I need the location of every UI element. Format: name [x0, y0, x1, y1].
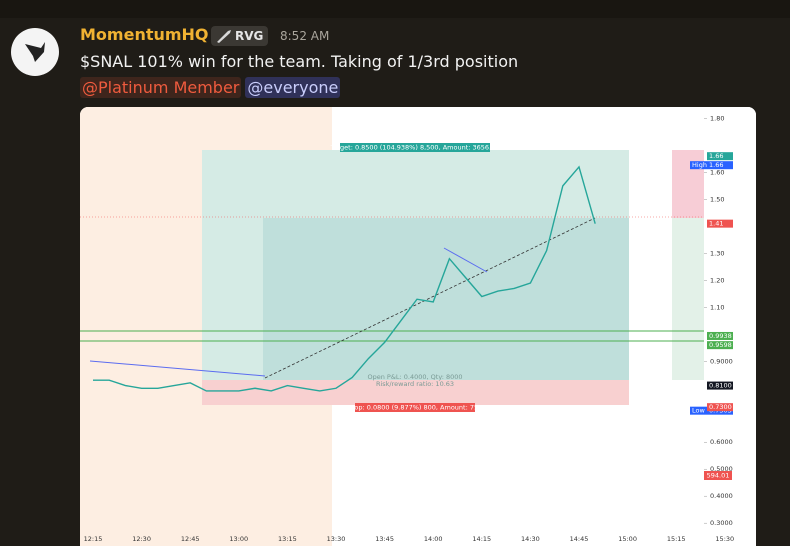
- role-mention[interactable]: @Platinum Member: [80, 77, 242, 98]
- price-tag: High: [692, 161, 707, 169]
- x-tick-label: 13:45: [375, 535, 394, 543]
- price-line: [93, 165, 596, 392]
- target-box: [340, 143, 490, 152]
- x-tick-label: 14:45: [570, 535, 589, 543]
- price-label-box: [707, 152, 733, 161]
- trend-line: [443, 247, 488, 273]
- top-bar: [0, 0, 790, 18]
- avatar[interactable]: [11, 28, 59, 76]
- y-tick-label: 0.3000: [710, 519, 733, 527]
- price-label-box: [707, 381, 733, 390]
- x-tick-label: 14:15: [472, 535, 491, 543]
- avatar-logo: [25, 42, 45, 62]
- x-tick-label: 15:30: [715, 535, 734, 543]
- target-zone-inner: [263, 218, 629, 380]
- x-tick-label: 12:30: [132, 535, 151, 543]
- target-label: Target: 0.8500 (104.938%) 8,500, Amount:…: [330, 144, 500, 152]
- projection-zone-lower: [672, 218, 704, 380]
- volume-label: 594.01: [707, 472, 730, 480]
- y-tick-label: 1.30: [710, 249, 724, 257]
- y-tick-label: 0.5000: [710, 465, 733, 473]
- price-label: 0.9938: [709, 332, 732, 340]
- x-tick-label: 15:00: [618, 535, 637, 543]
- y-tick-label: 0.9000: [710, 357, 733, 365]
- volume-label-box: [704, 471, 732, 480]
- price-label-box: [707, 331, 733, 340]
- y-tick-label: 1.50: [710, 195, 724, 203]
- y-tick-label: 1.10: [710, 303, 724, 311]
- price-label: 0.8100: [709, 382, 732, 390]
- badge[interactable]: RVG: [211, 26, 269, 46]
- stop-label: Stop: 0.0800 (9.877%) 800, Amount: 750: [348, 404, 483, 412]
- price-label: 1.66: [709, 161, 723, 169]
- x-tick-label: 13:00: [229, 535, 248, 543]
- price-label: 1.41: [709, 220, 723, 228]
- x-tick-label: 13:15: [278, 535, 297, 543]
- price-label: 0.7300: [709, 403, 732, 411]
- trend-line: [264, 217, 596, 379]
- badge-text: RVG: [235, 29, 264, 43]
- y-tick-label: 1.20: [710, 276, 724, 284]
- price-label-box: [707, 219, 733, 228]
- x-tick-label: 14:30: [521, 535, 540, 543]
- everyone-mention[interactable]: @everyone: [245, 77, 341, 98]
- position-label: Open P&L: 0.4000, Qty: 8000: [367, 373, 462, 381]
- price-tag-box: [690, 406, 707, 415]
- chart-image[interactable]: Target: 0.8500 (104.938%) 8,500, Amount:…: [80, 107, 756, 546]
- message-text: $SNAL 101% win for the team. Taking of 1…: [80, 52, 519, 71]
- chart: Target: 0.8500 (104.938%) 8,500, Amount:…: [80, 107, 756, 546]
- y-tick-label: 0.6000: [710, 438, 733, 446]
- trend-line: [89, 360, 266, 377]
- y-tick-label: 0.4000: [710, 492, 733, 500]
- price-label-box: [707, 403, 733, 412]
- y-tick-label: 1.80: [710, 114, 724, 122]
- x-tick-label: 12:15: [84, 535, 103, 543]
- price-label: 1.66: [709, 152, 723, 160]
- author[interactable]: MomentumHQ: [80, 25, 209, 44]
- price-label-box: [707, 341, 733, 350]
- x-tick-label: 14:00: [424, 535, 443, 543]
- stop-zone: [202, 380, 629, 405]
- mentions: @Platinum Member @everyone: [80, 77, 341, 98]
- x-tick-label: 13:30: [327, 535, 346, 543]
- timestamp: 8:52 AM: [280, 29, 330, 43]
- price-label-box: [707, 161, 733, 170]
- badge-icon: [217, 30, 231, 43]
- stop-box: [355, 403, 475, 412]
- price-tag-box: [690, 161, 707, 170]
- x-tick-label: 15:15: [667, 535, 686, 543]
- price-label: 0.9598: [709, 341, 732, 349]
- price-tag: Low: [692, 407, 705, 415]
- ratio-label: Risk/reward ratio: 10.63: [376, 380, 454, 388]
- x-tick-label: 12:45: [181, 535, 200, 543]
- y-tick-label: 1.60: [710, 168, 724, 176]
